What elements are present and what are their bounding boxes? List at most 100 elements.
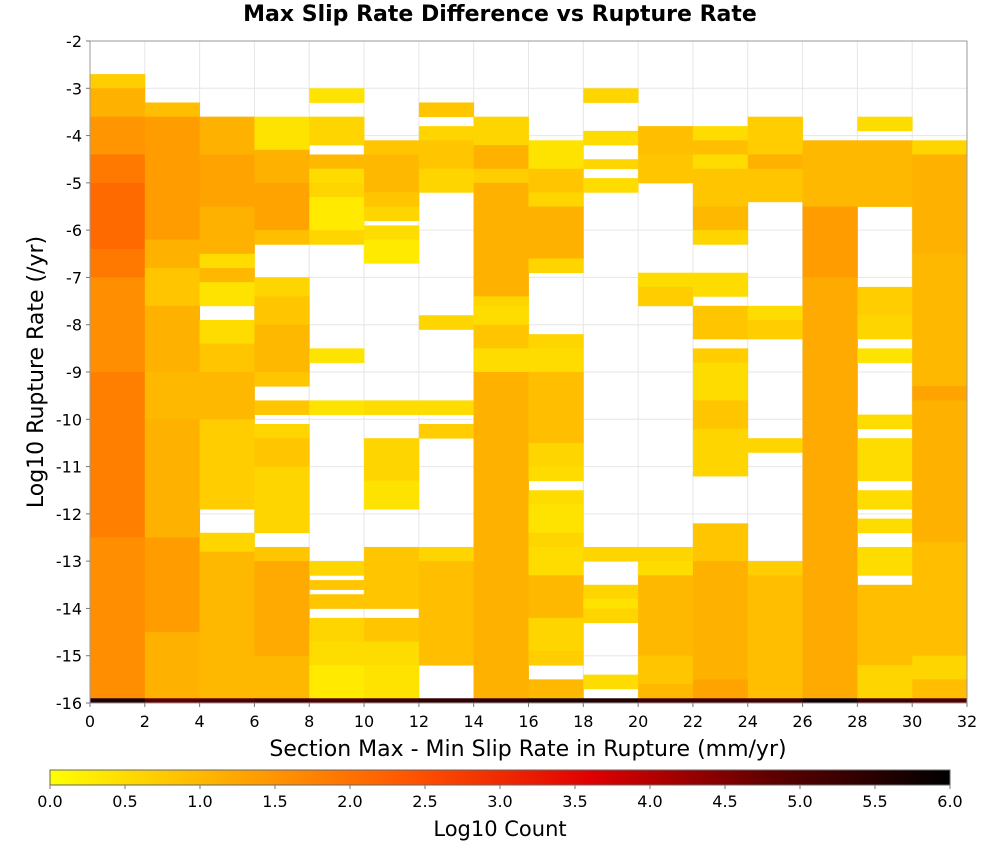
y-tick-label-5: -7 (66, 268, 82, 287)
heatmap-cell (309, 641, 365, 666)
heatmap-cell (473, 168, 529, 184)
heatmap-cell (692, 362, 749, 401)
heatmap-cell (528, 206, 584, 259)
heatmap-cell (912, 386, 968, 401)
x-tick-label-1: 2 (140, 712, 150, 731)
heatmap-cell (473, 324, 529, 349)
heatmap-cell (912, 140, 968, 155)
heatmap-cell (199, 698, 255, 704)
heatmap-cell (309, 88, 365, 103)
colorbar-tick-label-6: 3.0 (487, 792, 512, 811)
heatmap-cell (692, 154, 749, 170)
y-tick-label-0: -2 (66, 32, 82, 51)
heatmap-cell (418, 561, 475, 666)
heatmap-cell (638, 698, 694, 704)
heatmap-cell (857, 140, 913, 207)
heatmap-cell (528, 442, 584, 467)
colorbar-tick-label-5: 2.5 (412, 792, 437, 811)
heatmap-cell (418, 140, 475, 170)
heatmap-cell (364, 154, 420, 193)
heatmap-cell (747, 116, 803, 155)
heatmap-cell (418, 126, 475, 141)
colorbar-tick-label-1: 0.5 (112, 792, 137, 811)
heatmap-cell (528, 258, 584, 274)
heatmap-cell (583, 698, 639, 704)
heatmap-cell (199, 584, 255, 699)
colorbar-label: Log10 Count (433, 817, 566, 841)
heatmap-cell (857, 116, 913, 132)
heatmap-cell (473, 145, 529, 170)
heatmap-cell (692, 561, 749, 680)
y-tick-label-14: -16 (56, 694, 82, 713)
colorbar-tick-label-7: 3.5 (562, 792, 587, 811)
heatmap-cell (473, 348, 529, 373)
heatmap-cell (857, 315, 913, 340)
heatmap-cell (638, 126, 694, 155)
heatmap-cell (692, 523, 749, 562)
colorbar-tick-label-8: 4.0 (637, 792, 662, 811)
heatmap-cell (528, 504, 584, 534)
heatmap-cell (364, 225, 420, 240)
heatmap-cell (418, 400, 475, 415)
x-tick-label-4: 8 (304, 712, 314, 731)
heatmap-cell (857, 584, 913, 666)
heatmap-cell (90, 698, 146, 704)
heatmap-cell (254, 277, 310, 297)
heatmap-cell (309, 617, 365, 642)
colorbar-tick-label-4: 2.0 (337, 792, 362, 811)
heatmap-cell (254, 561, 310, 657)
heatmap-cell (144, 372, 201, 420)
heatmap-cell (364, 192, 420, 207)
heatmap-cell (199, 154, 255, 207)
heatmap-cell (692, 305, 749, 340)
heatmap-cell (528, 532, 584, 548)
heatmap-cell (802, 140, 858, 207)
heatmap-cell (692, 168, 749, 207)
x-tick-label-3: 6 (249, 712, 259, 731)
x-tick-label-11: 22 (683, 712, 703, 731)
heatmap-cell (857, 518, 913, 534)
heatmap-cell (528, 348, 584, 373)
y-tick-label-12: -14 (56, 599, 82, 618)
y-tick-label-9: -11 (56, 458, 82, 477)
heatmap-cell (802, 206, 858, 278)
heatmap-cell (364, 438, 420, 482)
colorbar-tick-label-11: 5.5 (862, 792, 887, 811)
heatmap-cell (528, 546, 584, 576)
heatmap-cell (254, 400, 310, 415)
heatmap-cell (90, 249, 146, 278)
heatmap-cell (692, 698, 749, 704)
heatmap-cell (473, 372, 529, 699)
heatmap-cell (747, 319, 803, 340)
colorbar-tick-label-2: 1.0 (187, 792, 212, 811)
heatmap-cell (692, 230, 749, 245)
heatmap-cell (418, 546, 475, 562)
heatmap-cell (144, 537, 201, 633)
heatmap-cell (528, 168, 584, 193)
heatmap-cell (309, 168, 365, 184)
heatmap-cell (583, 88, 639, 103)
heatmap-cell (418, 168, 475, 193)
heatmap-cell (90, 116, 146, 155)
heatmap-cell (364, 665, 420, 699)
heatmap-cell (254, 546, 310, 562)
heatmap-cell (583, 608, 639, 624)
heatmap-cell (144, 419, 201, 538)
heatmap-cell (747, 698, 803, 704)
heatmap-cell (90, 182, 146, 250)
y-tick-label-1: -3 (66, 79, 82, 98)
heatmap-cell (473, 116, 529, 146)
heatmap-cell (418, 102, 475, 118)
heatmap-cell (90, 88, 146, 118)
heatmap-cell (309, 348, 365, 363)
heatmap-cell (747, 438, 803, 453)
heatmap-cell (528, 372, 584, 444)
heatmap-cell (254, 372, 310, 387)
heatmap-cell (199, 419, 255, 467)
heatmap-cell (254, 230, 310, 245)
heatmap-cell (583, 130, 639, 146)
heatmap-cell (254, 466, 310, 515)
heatmap-cell (364, 561, 420, 609)
heatmap-cell (528, 140, 584, 170)
